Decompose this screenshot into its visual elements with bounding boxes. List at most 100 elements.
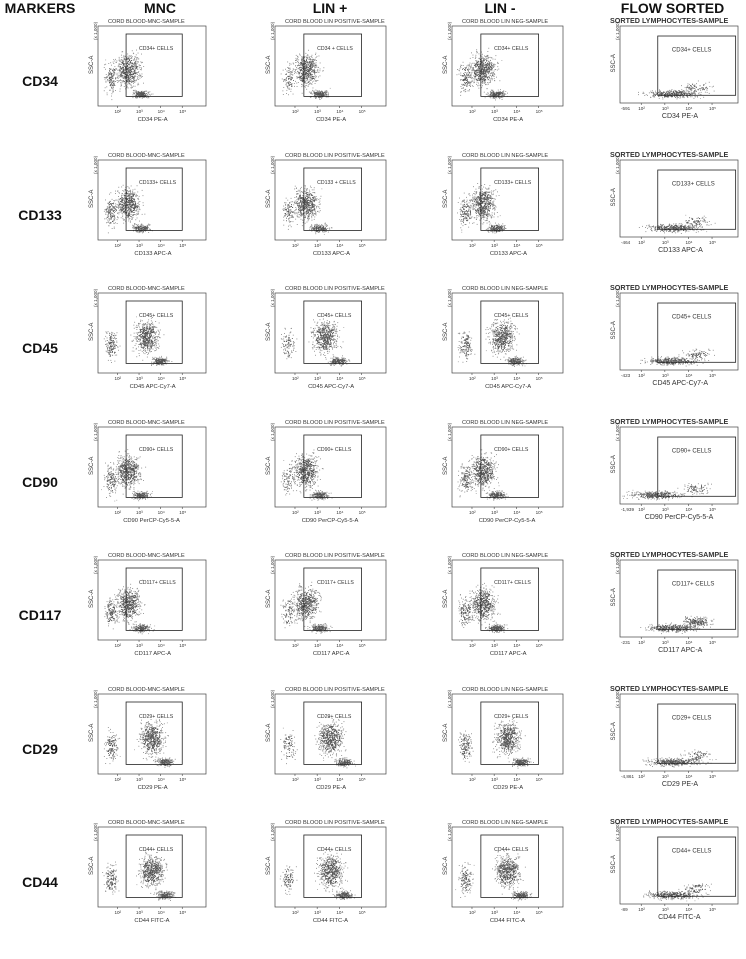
positive-gate (303, 834, 362, 898)
x-axis-label: CD45 APC-Cy7-A (130, 384, 176, 390)
x-tick-label: 10⁴ (513, 376, 520, 381)
event-dots (103, 184, 153, 233)
x-axis-ticks: 10² 10³ 10⁴ 10⁵ (292, 640, 366, 648)
x-tick-label: 10⁴ (685, 373, 692, 378)
event-dots (280, 49, 331, 100)
plot-title: SORTED LYMPHOCYTES-SAMPLE (610, 684, 729, 693)
y-axis-label: SSC-A (89, 723, 95, 741)
event-dots (103, 316, 173, 366)
plot-title: CORD BLOOD LIN POSITIVE-SAMPLE (285, 286, 385, 292)
x-tick-label: 10³ (662, 106, 669, 111)
x-axis-ticks: 10² 10³ 10⁴ 10⁵ (469, 506, 543, 515)
event-dots (640, 615, 715, 635)
x-tick-label: 10³ (491, 243, 498, 248)
plot-title: CORD BLOOD LIN NEG-SAMPLE (462, 820, 548, 826)
x-axis-label: CD34 PE-A (493, 117, 523, 123)
x-tick-label: 10³ (662, 907, 669, 912)
y-axis-label: SSC-A (443, 456, 449, 474)
event-dots (456, 47, 508, 101)
x-axis-ticks: 10² 10³ 10⁴ 10⁵ (638, 103, 716, 111)
plot-frame (619, 426, 739, 504)
column-header-markers: MARKERS (0, 0, 80, 18)
plot-title: CORD BLOOD-MNC-SAMPLE (108, 286, 185, 292)
y-axis-label: SSC-A (611, 455, 617, 473)
x-tick-label: 10⁴ (158, 777, 165, 782)
y-axis-scale-label: (x 1,000) (270, 422, 275, 441)
x-axis-ticks: 10² 10³ 10⁴ 10⁵ (114, 373, 186, 381)
y-axis-label: SSC-A (266, 189, 272, 207)
x-axis-label: CD90 PerCP-Cy5-5-A (302, 518, 359, 524)
x-axis-ticks: 10² 10³ 10⁴ 10⁵ (114, 640, 186, 648)
positive-gate (125, 567, 183, 631)
x-axis-min-label: -591 (621, 106, 631, 111)
x-tick-label: 10³ (314, 109, 321, 114)
dot-plot-cd117-mnc: CORD BLOOD-MNC-SAMPLE SSC-A (x 1,000) CD117… (89, 553, 207, 657)
y-axis-label: SSC-A (443, 857, 449, 875)
x-tick-label: 10³ (662, 507, 669, 512)
y-axis-scale-label: (x 1,000) (93, 155, 98, 174)
plot-frame (274, 159, 387, 240)
x-axis-ticks: 10² 10³ 10⁴ 10⁵ (114, 773, 186, 782)
gate-label: CD34+ CELLS (139, 46, 174, 52)
x-tick-label: 10⁵ (359, 243, 366, 248)
gate-label: CD45+ CELLS (672, 314, 712, 320)
y-axis-label: SSC-A (266, 590, 272, 608)
x-tick-label: 10⁵ (709, 507, 716, 512)
x-axis-label: CD34 PE-A (316, 117, 346, 123)
x-tick-label: 10⁴ (336, 777, 343, 782)
gate-label: CD90+ CELLS (494, 447, 529, 453)
positive-gate (480, 167, 539, 231)
x-axis-label: CD90 PerCP-Cy5-5-A (123, 518, 180, 524)
x-tick-label: 10⁵ (536, 109, 543, 114)
marker-label-cd45: CD45 (0, 340, 80, 356)
x-axis-min-label: -231 (621, 640, 631, 645)
y-axis-scale-label: (x 1,000) (615, 422, 620, 441)
x-tick-label: 10² (114, 510, 121, 515)
x-axis-ticks: 10² 10³ 10⁴ 10⁵ (469, 373, 543, 381)
y-axis-label: SSC-A (89, 323, 95, 341)
x-tick-label: 10⁵ (709, 640, 716, 645)
x-tick-label: 10⁵ (179, 510, 186, 515)
x-tick-label: 10² (114, 243, 121, 248)
gate-label: CD34 + CELLS (317, 46, 353, 52)
x-axis-ticks: 10² 10³ 10⁴ 10⁵ (638, 236, 716, 245)
dot-plot-cd44-flow-sorted: SORTED LYMPHOCYTES-SAMPLE SSC-A (x 1,000) C… (610, 817, 739, 921)
dot-plot-cd133-mnc: CORD BLOOD-MNC-SAMPLE SSC-A (x 1,000) CD133… (89, 153, 207, 257)
plot-title: CORD BLOOD LIN POSITIVE-SAMPLE (285, 420, 385, 426)
x-axis-ticks: 10² 10³ 10⁴ 10⁵ (469, 106, 543, 114)
x-tick-label: 10² (469, 510, 476, 515)
x-axis-label: CD133 APC-A (490, 251, 527, 257)
x-tick-label: 10⁵ (709, 774, 716, 779)
dot-plot-cd44-mnc: CORD BLOOD-MNC-SAMPLE SSC-A (x 1,000) CD44+… (89, 820, 207, 924)
y-axis-label: SSC-A (89, 857, 95, 875)
y-axis-scale-label: (x 1,000) (270, 555, 275, 574)
x-axis-ticks: 10² 10³ 10⁴ 10⁵ (469, 640, 543, 648)
x-tick-label: 10³ (136, 243, 143, 248)
dot-plot-cd117-lin-neg: CORD BLOOD LIN NEG-SAMPLE SSC-A (x 1,000) C… (443, 553, 564, 657)
gate-label: CD29+ CELLS (494, 714, 529, 720)
plot-frame (451, 426, 564, 507)
x-tick-label: 10² (292, 643, 299, 648)
x-axis-label: CD117 APC-A (134, 651, 171, 657)
x-tick-label: 10² (292, 510, 299, 515)
x-axis-label: CD117 APC-A (658, 647, 703, 654)
x-axis-label: CD117 APC-A (490, 651, 527, 657)
dot-plot-cd90-lin-neg: CORD BLOOD LIN NEG-SAMPLE SSC-A (x 1,000) C… (443, 420, 564, 524)
x-tick-label: 10³ (491, 109, 498, 114)
x-tick-label: 10³ (314, 376, 321, 381)
x-axis-label: CD44 FITC-A (658, 914, 701, 921)
x-axis-min-label: -89 (621, 907, 628, 912)
y-axis-scale-label: (x 1,000) (270, 288, 275, 307)
y-axis-label: SSC-A (266, 456, 272, 474)
x-tick-label: 10⁴ (513, 243, 520, 248)
x-tick-label: 10³ (136, 910, 143, 915)
positive-gate (480, 33, 539, 97)
x-axis-label: CD45 APC-Cy7-A (652, 380, 708, 387)
dot-plot-cd133-lin-pos: CORD BLOOD LIN POSITIVE-SAMPLE SSC-A (x 1,… (266, 153, 387, 257)
plot-frame (274, 292, 387, 374)
plot-title: CORD BLOOD LIN NEG-SAMPLE (462, 19, 548, 25)
dot-plot-cd90-flow-sorted: SORTED LYMPHOCYTES-SAMPLE SSC-A (x 1,000) C… (610, 417, 739, 521)
positive-gate (303, 300, 362, 364)
y-axis-label: SSC-A (611, 722, 617, 740)
x-tick-label: 10³ (136, 643, 143, 648)
